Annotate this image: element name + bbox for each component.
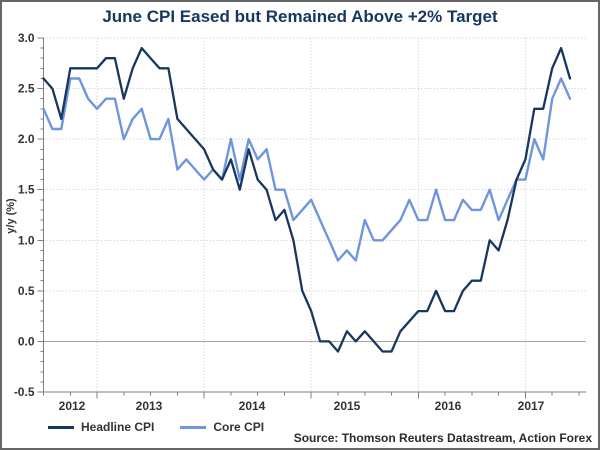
x-tick-label: 2017	[518, 399, 545, 413]
x-tick-label: 2013	[136, 399, 163, 413]
y-tick-label: 3.0	[18, 31, 35, 45]
legend-label-headline-cpi: Headline CPI	[81, 420, 155, 434]
headline-cpi-series-line	[42, 46, 572, 353]
y-tick-label: 1.0	[18, 233, 35, 247]
y-axis-title: y/y (%)	[5, 198, 17, 234]
y-tick-label: 1.5	[18, 183, 35, 197]
core-cpi-series-line	[42, 77, 572, 262]
y-tick-label: 0.5	[18, 284, 35, 298]
source-credit: Source: Thomson Reuters Datastream, Acti…	[293, 431, 592, 445]
chart-title: June CPI Eased but Remained Above +2% Ta…	[102, 7, 498, 26]
core-cpi-swatch-line	[180, 425, 207, 429]
legend-item-core-cpi: Core CPI	[180, 420, 264, 434]
x-tick-label: 2016	[435, 399, 462, 413]
y-tick-label: 2.0	[18, 132, 35, 146]
legend-item-headline-cpi: Headline CPI	[48, 420, 154, 434]
legend-label-core-cpi: Core CPI	[213, 420, 265, 434]
y-tick-label: 0.0	[18, 334, 35, 348]
y-tick-label: 2.5	[18, 82, 35, 96]
x-tick-label: 2014	[239, 399, 266, 413]
y-tick-label: -0.5	[14, 385, 35, 399]
chart-legend: Headline CPI Core CPI	[48, 419, 264, 435]
x-tick-label: 2015	[334, 399, 361, 413]
x-tick-label: 2012	[59, 399, 86, 413]
headline-cpi-swatch-line	[48, 425, 74, 429]
